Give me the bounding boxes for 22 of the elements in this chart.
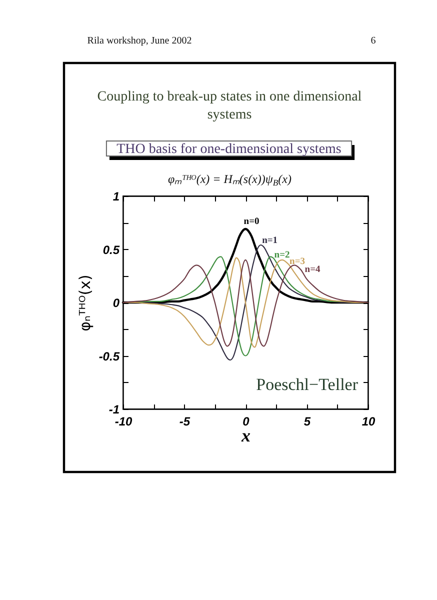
chart-subtitle: THO basis for one-dimensional systems — [116, 142, 342, 157]
x-tick-label: 5 — [304, 414, 311, 428]
series-label: n=3 — [290, 256, 306, 267]
annotation: Poeschl−Teller — [256, 375, 358, 394]
series-label: n=2 — [274, 250, 290, 261]
x-tick-label: -10 — [114, 414, 132, 428]
x-axis-title: x — [240, 426, 250, 446]
y-tick-label: 0 — [112, 296, 120, 310]
text: Rila workshop, June 2002 — [87, 36, 192, 47]
series-label: n=1 — [262, 236, 278, 246]
y-tick-label: 0.5 — [102, 242, 120, 257]
x-tick-label: -5 — [179, 414, 190, 428]
text: 6 — [370, 36, 376, 47]
y-tick-label: -0.5 — [98, 349, 120, 364]
y-tick-label: -1 — [108, 402, 120, 416]
y-tick-label: 1 — [112, 190, 120, 204]
chart-title: Coupling to break-up states in one dimensional systems — [97, 90, 362, 122]
x-tick-label: 0 — [242, 414, 250, 428]
x-tick-label: 10 — [362, 414, 376, 428]
series-label: n=4 — [304, 265, 320, 276]
series-label: n=0 — [244, 217, 260, 228]
y-axis-title: φₙᵀᴴᴼ(x) — [76, 274, 94, 332]
